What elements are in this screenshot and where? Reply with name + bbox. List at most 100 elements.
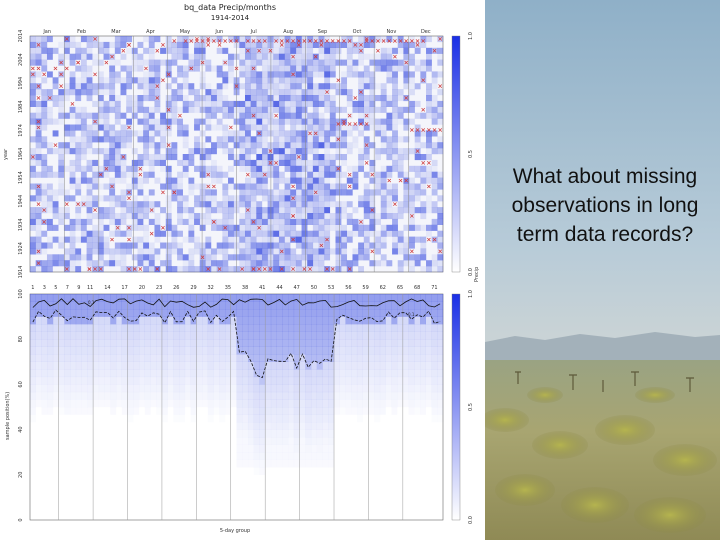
heatmap-cell [143,266,150,273]
heatmap-cell [329,118,336,125]
heatmap-cell [75,183,82,190]
sample-cell [236,324,243,332]
missing-marker [257,48,261,53]
heatmap-cell [375,183,381,190]
sample-cell [305,331,312,340]
heatmap-cell [335,224,342,231]
heatmap-cell [244,177,251,184]
heatmap-cell [86,71,93,78]
heatmap-cell [63,83,70,90]
heatmap-cell [290,112,297,119]
sample-cell [293,316,300,325]
sample-cell [253,429,260,438]
heatmap-cell [352,136,359,143]
sample-cell [127,346,134,355]
heatmap-cell [222,71,229,78]
sample-cell [402,294,409,302]
heatmap-cell [329,213,336,220]
heatmap-cell [114,254,121,261]
heatmap-cell [239,130,246,137]
heatmap-cell [97,118,104,125]
missing-marker [376,39,380,43]
heatmap-cell [239,142,246,149]
heatmap-cell [103,77,110,84]
heatmap-cell [261,260,268,267]
sample-cell [161,376,168,385]
heatmap-cell [114,106,121,113]
line-label: 0.1 [408,312,415,317]
missing-marker [302,39,307,43]
heatmap-cell [182,100,189,107]
sample-cell [93,346,100,355]
heatmap-cell [86,254,93,261]
sample-cell [196,369,203,378]
heatmap-cell [392,230,398,237]
heatmap-cell [182,154,189,161]
heatmap-cell [211,248,217,255]
heatmap-cell [222,183,229,190]
heatmap-cell [46,165,53,172]
heatmap-cell [267,254,274,261]
heatmap-cell [392,83,398,90]
sample-cell [219,376,226,385]
heatmap-cell [92,230,99,237]
sample-cell [339,369,346,378]
heatmap-cell [346,59,353,66]
heatmap-cell [199,148,206,155]
heatmap-cell [75,148,82,155]
heatmap-cell [143,171,150,178]
heatmap-cell [369,53,376,60]
heatmap-cell [171,195,178,202]
sample-cell [282,414,289,423]
heatmap-cell [239,47,246,54]
heatmap-cell [244,218,251,225]
heatmap-cell [273,77,280,84]
heatmap-cell [63,260,70,267]
heatmap-cell [46,71,53,78]
heatmap-cell [369,213,376,220]
heatmap-cell [103,106,110,113]
missing-markers [30,37,443,271]
heatmap-cell [97,47,104,54]
sample-cell [425,376,432,385]
sample-cell [316,414,323,423]
heatmap-cell [69,106,76,113]
heatmap-cell [216,65,223,72]
heatmap-cell [58,254,65,261]
heatmap-cell [120,207,127,214]
heatmap-cell [188,260,195,267]
sample-cell [167,391,174,400]
heatmap-cell [403,77,410,84]
heatmap-cell [392,154,398,161]
heatmap-cell [80,195,87,202]
sample-cell [64,361,71,370]
missing-marker [279,249,284,254]
sample-cell [351,384,358,393]
heatmap-cell [154,213,161,220]
sample-cell [293,294,300,302]
sample-cell [190,376,197,385]
sample-cell [322,452,329,460]
missing-marker [93,208,97,212]
heatmap-cell [341,201,348,208]
sample-cell [402,331,409,340]
sample-cell [52,316,59,325]
sample-cell [247,369,254,378]
heatmap-cell [312,242,319,249]
sample-cell [311,452,318,460]
sample-cell [345,361,352,370]
heatmap-cell [250,83,257,90]
heatmap-cell [290,41,297,48]
heatmap-cell [312,177,319,184]
heatmap-cell [284,118,291,125]
heatmap-cell [437,254,444,261]
heatmap-cell [318,154,325,161]
missing-marker [42,220,46,224]
sample-cell [368,316,375,325]
sample-cell [317,460,323,468]
heatmap-cell [216,47,223,54]
heatmap-cell [261,165,268,172]
sample-cell [265,437,272,445]
sample-cell [253,414,260,423]
group-label: 35 [225,285,231,291]
